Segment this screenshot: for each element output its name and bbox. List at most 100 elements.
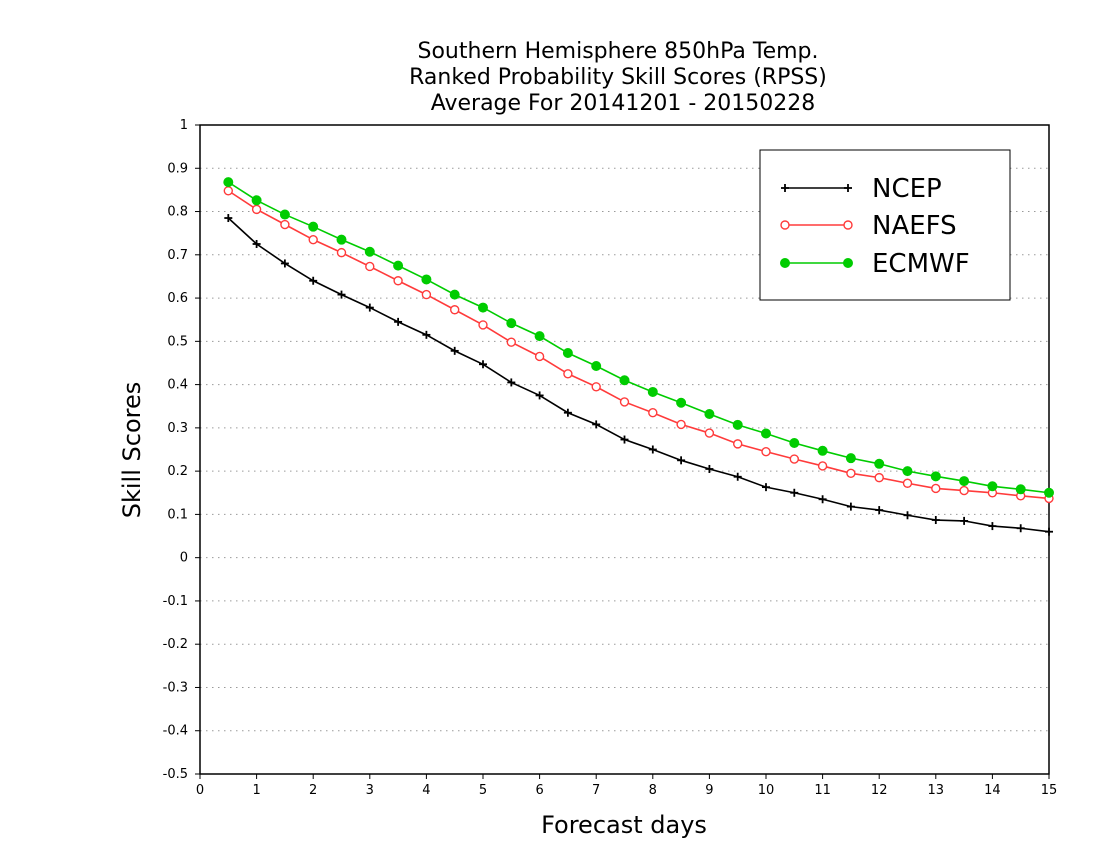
y-tick-label: 0.4: [167, 378, 188, 393]
data-point: [677, 456, 686, 465]
x-tick-label: 0: [196, 783, 204, 798]
data-point: [1045, 527, 1053, 536]
y-tick-label: 0: [180, 551, 188, 566]
series-line: [227, 190, 1050, 500]
data-point: [620, 435, 629, 444]
data-point: [450, 346, 459, 355]
y-tick-label: 1: [180, 118, 188, 133]
y-tick-label: 0.9: [167, 161, 188, 176]
data-point: [874, 472, 884, 483]
x-tick-label: 12: [871, 783, 888, 798]
data-point: [647, 386, 658, 397]
data-point: [676, 397, 687, 408]
data-point: [591, 382, 601, 392]
data-point: [648, 408, 658, 418]
data-point: [591, 360, 602, 371]
data-point: [902, 466, 913, 477]
data-point: [478, 320, 488, 330]
data-point: [733, 439, 743, 449]
data-point: [534, 351, 545, 362]
data-point: [903, 511, 912, 520]
data-point: [535, 391, 544, 400]
legend-entry-ncep: NCEP: [781, 174, 942, 204]
data-point: [704, 428, 715, 438]
data-point: [308, 221, 319, 232]
data-point: [364, 246, 375, 257]
y-tick-label: 0.6: [167, 291, 188, 306]
data-point: [421, 289, 432, 300]
x-tick-label: 9: [705, 783, 713, 798]
data-point: [479, 360, 487, 369]
legend-entry-ecmwf: ECMWF: [780, 249, 970, 279]
data-point: [817, 461, 828, 471]
data-point: [336, 247, 347, 258]
x-tick-label: 14: [984, 783, 1001, 798]
x-tick-label: 2: [309, 783, 317, 798]
series-layer: [223, 177, 1054, 536]
data-point: [817, 445, 828, 456]
data-point: [648, 445, 657, 454]
data-point: [223, 186, 234, 196]
data-point: [393, 276, 403, 286]
data-point: [705, 464, 714, 473]
series-line: [227, 217, 1050, 533]
x-tick-label: 8: [649, 783, 657, 798]
y-axis-label: Skill Scores: [118, 382, 146, 519]
legend-marker-end: [843, 258, 853, 268]
data-point: [1016, 524, 1025, 533]
x-tick-label: 4: [422, 783, 430, 798]
data-point: [818, 495, 827, 504]
data-point: [846, 502, 855, 511]
data-point: [1044, 487, 1054, 498]
data-point: [251, 195, 262, 206]
data-point: [789, 438, 800, 449]
data-point: [280, 259, 289, 268]
data-point: [507, 378, 516, 387]
y-tick-label: 0.1: [167, 507, 188, 522]
data-point: [251, 204, 262, 215]
data-point: [421, 274, 432, 285]
series-ecmwf: [223, 177, 1054, 498]
data-point: [393, 260, 404, 271]
data-point: [449, 289, 460, 300]
data-point: [790, 488, 799, 497]
y-tick-label: 0.5: [167, 334, 188, 349]
data-point: [506, 318, 517, 329]
data-point: [252, 239, 261, 248]
data-point: [336, 234, 347, 245]
y-tick-label: 0.8: [167, 205, 188, 220]
legend-marker-end: [843, 220, 853, 230]
data-point: [308, 234, 318, 245]
data-point: [733, 472, 742, 481]
data-point: [450, 305, 460, 315]
data-point: [874, 458, 885, 469]
title-line-3: Average For 20141201 - 20150228: [431, 91, 816, 116]
data-point: [223, 177, 234, 188]
data-point: [930, 471, 941, 482]
title-line-2: Ranked Probability Skill Scores (RPSS): [409, 65, 827, 90]
data-point: [506, 337, 516, 347]
data-point: [761, 446, 771, 457]
x-tick-label: 5: [479, 783, 487, 798]
y-tick-label: 0.2: [167, 464, 188, 479]
data-point: [562, 348, 573, 359]
y-tick-label: -0.4: [163, 724, 188, 739]
y-tick-label: 0.7: [167, 248, 188, 263]
legend-marker-start: [780, 220, 790, 230]
data-point: [309, 276, 318, 285]
y-tick-label: -0.2: [163, 637, 188, 652]
x-tick-label: 6: [535, 783, 543, 798]
plot-frame: [199, 124, 1050, 775]
data-point: [422, 330, 431, 339]
data-point: [1015, 484, 1026, 495]
x-axis-label: Forecast days: [541, 811, 707, 839]
data-point: [704, 409, 715, 420]
data-point: [619, 375, 630, 386]
data-point: [280, 219, 290, 230]
data-point: [988, 522, 997, 531]
data-point: [592, 420, 601, 429]
data-point: [619, 397, 630, 407]
title-line-1: Southern Hemisphere 850hPa Temp.: [418, 39, 819, 64]
data-point: [224, 214, 233, 223]
data-point: [534, 331, 545, 342]
